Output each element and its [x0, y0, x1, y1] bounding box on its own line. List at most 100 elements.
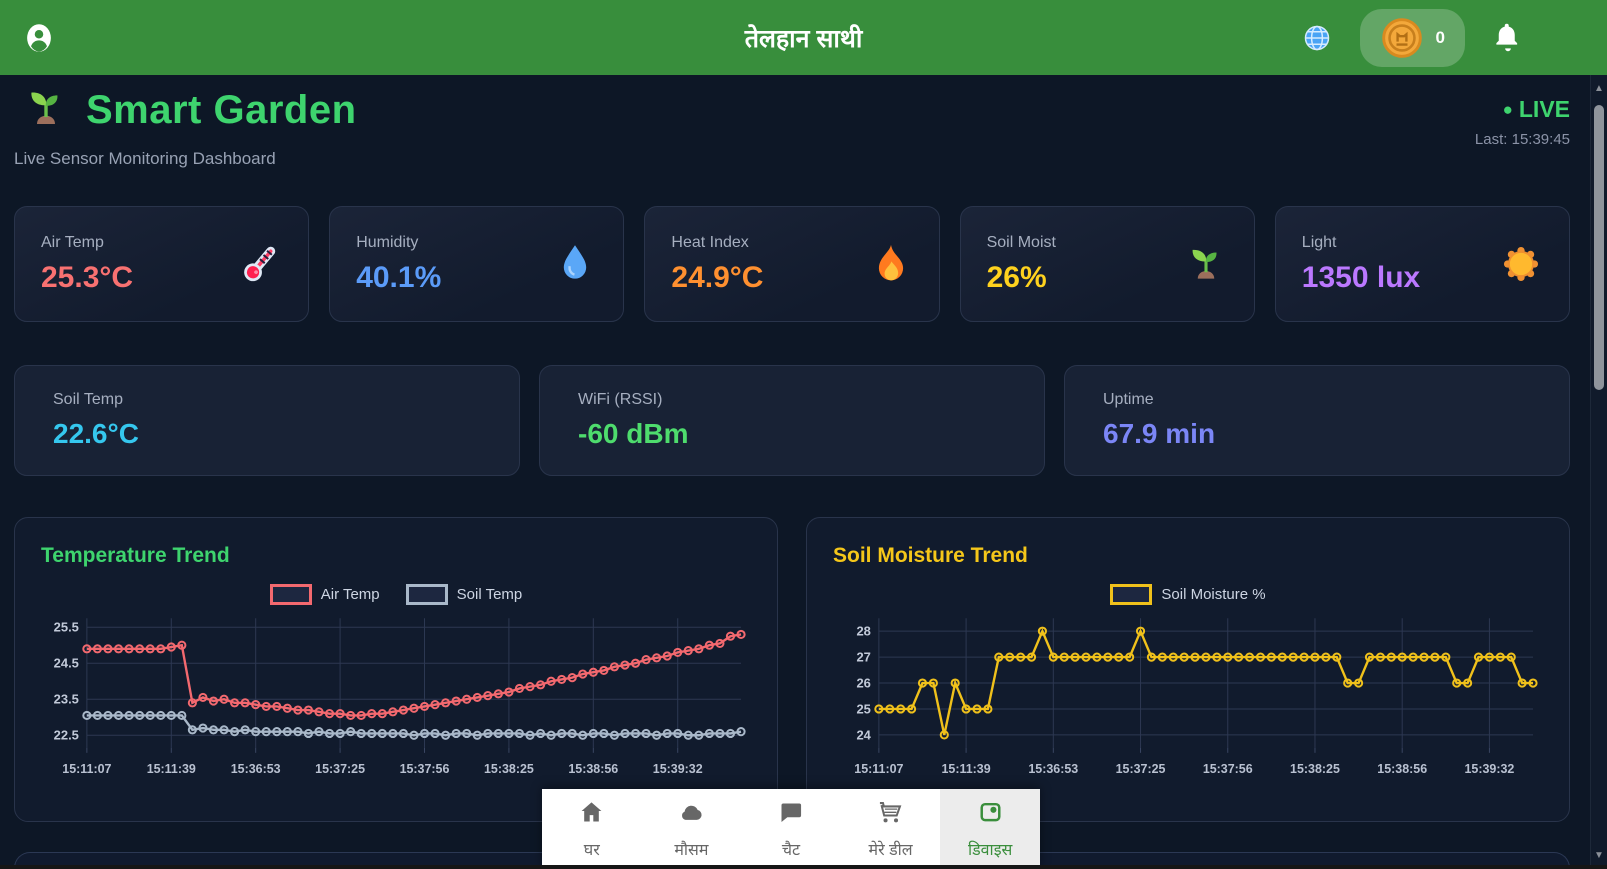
- stat-card-uptime: Uptime 67.9 min: [1064, 365, 1570, 476]
- svg-text:15:38:56: 15:38:56: [1377, 762, 1427, 776]
- page-header: Smart Garden Live Sensor Monitoring Dash…: [14, 84, 1570, 169]
- sensor-card-light: Light 1350 lux: [1274, 206, 1570, 322]
- scrollbar-thumb[interactable]: [1594, 105, 1604, 390]
- live-indicator: ● LIVE: [1502, 96, 1570, 122]
- svg-text:15:38:25: 15:38:25: [484, 762, 534, 776]
- legend-label: Soil Temp: [456, 585, 523, 603]
- nav-label: मेरे डील: [868, 842, 913, 859]
- thermometer-icon: [238, 242, 282, 286]
- legend-swatch: [405, 583, 448, 605]
- legend-swatch: [1110, 583, 1153, 605]
- sensor-card-air-temp: Air Temp 25.3°C: [14, 206, 310, 322]
- svg-text:23.5: 23.5: [54, 692, 79, 707]
- legend-item[interactable]: Air Temp: [269, 583, 380, 605]
- stat-value: 22.6°C: [53, 418, 139, 449]
- svg-text:15:37:25: 15:37:25: [1116, 762, 1166, 776]
- user-account-icon[interactable]: [22, 21, 56, 55]
- page-subtitle: Live Sensor Monitoring Dashboard: [14, 149, 276, 168]
- chat-icon: [777, 799, 804, 831]
- nav-item-chat[interactable]: चैट: [741, 789, 841, 869]
- sun-icon: [1499, 242, 1543, 286]
- live-dot-icon: ●: [1502, 100, 1513, 119]
- stat-label: WiFi (RSSI): [578, 391, 663, 408]
- coin-count: 0: [1435, 27, 1445, 47]
- app-title: तेलहान साथी: [744, 24, 863, 53]
- nav-label: घर: [583, 842, 600, 859]
- svg-text:15:39:32: 15:39:32: [1464, 762, 1514, 776]
- device-icon: [977, 799, 1004, 831]
- legend-item[interactable]: Soil Temp: [405, 583, 523, 605]
- nav-label: चैट: [781, 842, 801, 859]
- globe-language-icon[interactable]: [1300, 21, 1334, 55]
- scroll-down-icon[interactable]: ▼: [1594, 850, 1604, 861]
- svg-text:15:38:25: 15:38:25: [1290, 762, 1340, 776]
- seedling-icon: [1184, 242, 1228, 286]
- temperature-trend-card: Temperature Trend Air Temp Soil Temp 25.5…: [14, 517, 778, 822]
- soil-moisture-trend-card: Soil Moisture Trend Soil Moisture % 28 27…: [806, 517, 1570, 822]
- home-icon: [578, 799, 605, 831]
- bell-notifications-icon[interactable]: [1491, 21, 1525, 55]
- legend-item[interactable]: Soil Moisture %: [1110, 583, 1266, 605]
- svg-text:15:11:39: 15:11:39: [147, 762, 196, 776]
- sensor-card-soil-moist: Soil Moist 26%: [959, 206, 1255, 322]
- sensor-card-heat-index: Heat Index 24.9°C: [644, 206, 940, 322]
- svg-text:24: 24: [856, 727, 871, 742]
- sensor-label: Light: [1301, 233, 1337, 251]
- nav-item-device[interactable]: डिवाइस: [940, 789, 1040, 869]
- sensor-card-row: Air Temp 25.3°C Humidity 40.1% Heat Inde…: [14, 206, 1570, 322]
- nav-item-home[interactable]: घर: [542, 789, 642, 869]
- nav-label: मौसम: [674, 842, 709, 859]
- soil-moisture-trend-plot[interactable]: 28 27 26 25 24 15:11:07 15:11:39 15:36:53 15:37:…: [833, 606, 1543, 782]
- stat-card-soil-temp: Soil Temp 22.6°C: [14, 365, 520, 476]
- coin-icon: [1380, 16, 1424, 60]
- chart-title: Soil Moisture Trend: [833, 544, 1028, 567]
- legend-label: Air Temp: [320, 585, 380, 603]
- svg-text:25: 25: [856, 701, 870, 716]
- charts-row: Temperature Trend Air Temp Soil Temp 25.5…: [14, 517, 1570, 822]
- sensor-value: 40.1%: [356, 260, 442, 294]
- svg-text:27: 27: [856, 650, 870, 665]
- sensor-label: Air Temp: [41, 233, 104, 251]
- seedling-icon: [22, 84, 70, 137]
- svg-text:15:36:53: 15:36:53: [231, 762, 281, 776]
- svg-text:22.5: 22.5: [54, 728, 79, 743]
- bottom-nav-bar: घर मौसम चैट मेरे डील डिवाइस: [542, 789, 1040, 869]
- svg-text:15:38:56: 15:38:56: [568, 762, 618, 776]
- svg-text:15:39:32: 15:39:32: [653, 762, 703, 776]
- last-updated: Last: 15:39:45: [1474, 131, 1570, 148]
- svg-text:15:36:53: 15:36:53: [1028, 762, 1078, 776]
- sensor-label: Soil Moist: [986, 233, 1056, 251]
- svg-text:15:11:39: 15:11:39: [942, 762, 991, 776]
- coin-balance-pill[interactable]: 0: [1359, 8, 1465, 67]
- temperature-trend-plot[interactable]: 25.5 24.5 23.5 22.5 15:11:07 15:11:39 15:36:53…: [41, 606, 751, 782]
- stat-card-wifi-rssi: WiFi (RSSI) -60 dBm: [539, 365, 1045, 476]
- nav-item-deals[interactable]: मेरे डील: [841, 789, 941, 869]
- chart-legend: Soil Moisture %: [833, 583, 1543, 605]
- vertical-scrollbar[interactable]: ▲ ▼: [1590, 75, 1607, 869]
- droplet-icon: [553, 242, 597, 286]
- page-title: Smart Garden: [86, 88, 357, 132]
- svg-text:28: 28: [856, 624, 870, 639]
- stat-label: Uptime: [1103, 391, 1154, 408]
- cart-icon: [877, 799, 904, 831]
- svg-text:26: 26: [856, 676, 870, 691]
- bottom-edge-strip: [0, 865, 1607, 869]
- stat-label: Soil Temp: [53, 391, 123, 408]
- stat-value: -60 dBm: [578, 418, 689, 449]
- sensor-label: Humidity: [356, 233, 419, 251]
- stat-value: 67.9 min: [1103, 418, 1216, 449]
- svg-text:15:11:07: 15:11:07: [854, 762, 903, 776]
- sensor-label: Heat Index: [671, 233, 749, 251]
- scroll-up-icon[interactable]: ▲: [1594, 83, 1604, 94]
- nav-item-weather[interactable]: मौसम: [642, 789, 742, 869]
- sensor-value: 25.3°C: [41, 260, 134, 294]
- nav-label: डिवाइस: [967, 842, 1013, 859]
- svg-text:15:37:56: 15:37:56: [400, 762, 450, 776]
- svg-text:25.5: 25.5: [54, 620, 79, 635]
- sensor-card-humidity: Humidity 40.1%: [329, 206, 625, 322]
- sensor-value: 24.9°C: [671, 260, 764, 294]
- legend-swatch: [269, 583, 312, 605]
- svg-text:15:37:25: 15:37:25: [315, 762, 365, 776]
- svg-text:15:37:56: 15:37:56: [1203, 762, 1253, 776]
- svg-text:24.5: 24.5: [54, 656, 79, 671]
